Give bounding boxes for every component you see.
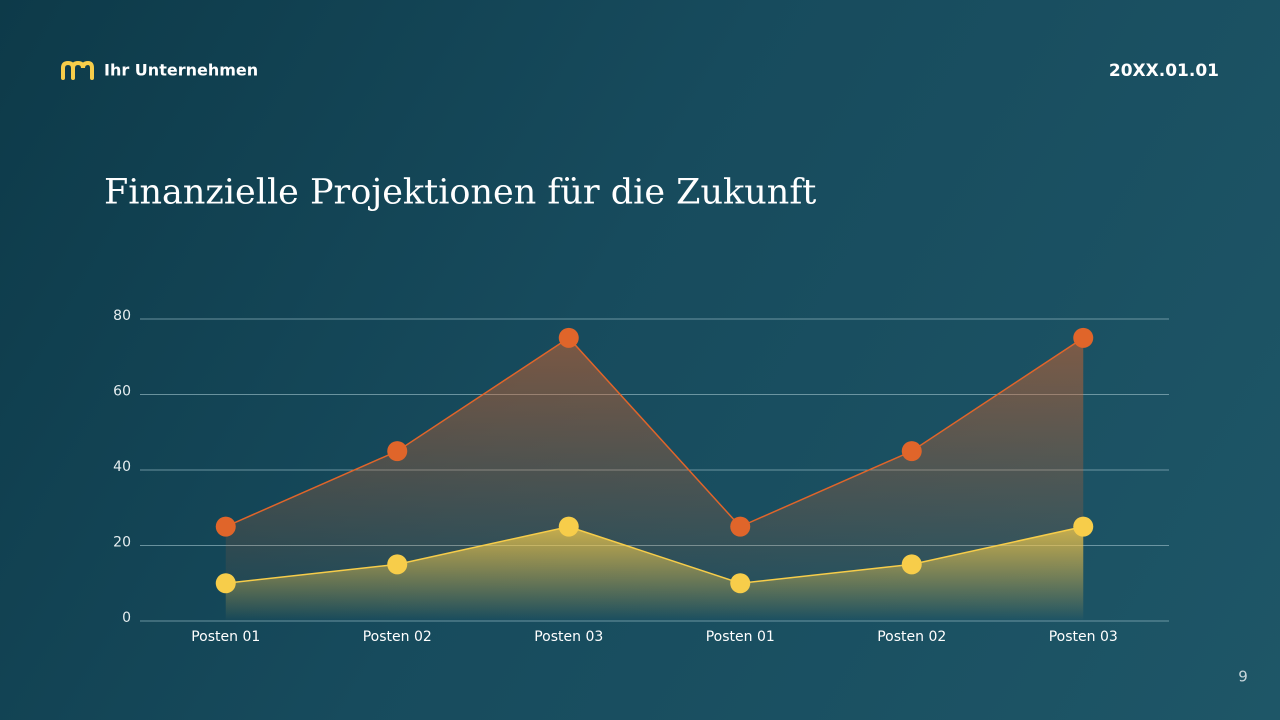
y-tick-label: 40	[113, 459, 131, 475]
point	[215, 516, 236, 537]
x-tick-label: Posten 01	[706, 629, 775, 645]
point	[215, 573, 236, 594]
page-number: 9	[1238, 668, 1248, 686]
line	[225, 525, 1084, 585]
y-tick-label: 60	[113, 384, 131, 400]
line	[225, 336, 1084, 528]
point	[730, 573, 751, 594]
company-name: Ihr Unternehmen	[104, 61, 258, 80]
x-tick-label: Posten 02	[363, 629, 432, 645]
chart-title: Finanzielle Projektionen für die Zukunft	[104, 173, 816, 213]
point	[730, 516, 751, 537]
x-tick-label: Posten 03	[534, 629, 603, 645]
point	[1073, 327, 1094, 348]
x-tick-label: Posten 02	[877, 629, 946, 645]
area	[225, 526, 1084, 621]
area	[225, 337, 1084, 621]
date: 20XX.01.01	[1109, 61, 1219, 81]
point	[558, 516, 579, 537]
point	[901, 441, 922, 462]
point	[387, 554, 408, 575]
y-tick-label: 0	[122, 610, 131, 626]
x-tick-label: Posten 03	[1049, 629, 1118, 645]
point	[387, 441, 408, 462]
y-tick-label: 80	[113, 308, 131, 324]
y-tick-label: 20	[113, 535, 131, 551]
point	[558, 327, 579, 348]
logo	[61, 60, 94, 80]
point	[901, 554, 922, 575]
point	[1073, 516, 1094, 537]
x-tick-label: Posten 01	[191, 629, 260, 645]
